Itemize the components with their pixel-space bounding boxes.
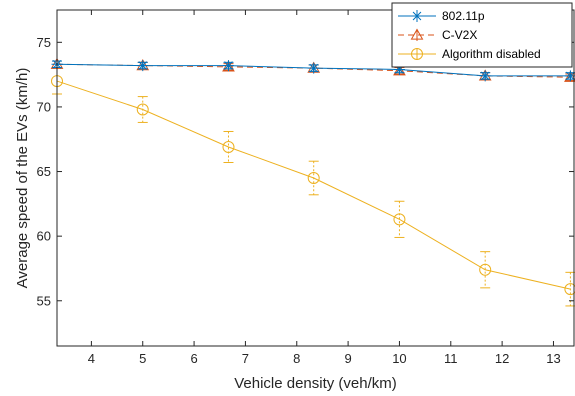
y-tick-label: 55 bbox=[37, 293, 51, 308]
data-point bbox=[137, 60, 149, 72]
data-point bbox=[222, 140, 235, 153]
y-tick-label: 75 bbox=[37, 35, 51, 50]
error-bar bbox=[137, 96, 148, 123]
star-marker-strokes bbox=[479, 70, 491, 82]
error-bar bbox=[480, 251, 491, 289]
x-tick-label: 11 bbox=[444, 351, 458, 366]
legend-label: 802.11p bbox=[442, 9, 485, 23]
x-tick-label: 5 bbox=[139, 351, 146, 366]
x-tick-label: 10 bbox=[392, 351, 406, 366]
legend: 802.11p C-V2X Algorithm disabled bbox=[391, 2, 573, 68]
data-point bbox=[136, 103, 149, 116]
series-line bbox=[56, 80, 571, 290]
data-point bbox=[308, 62, 320, 74]
x-tick-label: 4 bbox=[88, 351, 95, 366]
axes: 4 5 6 7 8 9 10 11 12 13 55 60 65 70 75 bbox=[37, 9, 575, 366]
y-tick-label: 60 bbox=[37, 229, 51, 244]
error-bar bbox=[308, 160, 319, 196]
legend-entry: C-V2X bbox=[398, 28, 477, 42]
x-tick-label: 8 bbox=[293, 351, 300, 366]
series-algorithm-disabled bbox=[51, 67, 575, 307]
legend-marker bbox=[411, 10, 423, 22]
data-point bbox=[564, 283, 575, 296]
star-marker-strokes bbox=[411, 10, 423, 22]
x-tick-label: 7 bbox=[242, 351, 249, 366]
data-point bbox=[222, 60, 234, 72]
x-tick-label: 13 bbox=[546, 351, 560, 366]
legend-label: Algorithm disabled bbox=[442, 47, 541, 61]
star-marker-strokes bbox=[308, 62, 320, 74]
y-tick-label: 70 bbox=[37, 99, 51, 114]
x-axis-label: Vehicle density (veh/km) bbox=[234, 375, 397, 392]
data-point bbox=[393, 63, 405, 75]
star-marker-strokes bbox=[137, 60, 149, 72]
star-marker-strokes bbox=[222, 60, 234, 72]
legend-marker bbox=[410, 28, 424, 40]
data-point bbox=[479, 263, 492, 276]
data-point bbox=[479, 70, 491, 82]
x-tick-label: 9 bbox=[344, 351, 351, 366]
plot-area bbox=[50, 57, 575, 307]
legend-marker bbox=[411, 48, 423, 60]
y-tick-label: 65 bbox=[37, 164, 51, 179]
data-point bbox=[393, 213, 406, 226]
x-tick-label: 6 bbox=[190, 351, 197, 366]
legend-entry: 802.11p bbox=[398, 9, 485, 23]
error-bar bbox=[223, 130, 234, 163]
axes-box bbox=[56, 9, 575, 347]
data-point bbox=[307, 172, 320, 184]
star-marker-strokes bbox=[393, 63, 405, 75]
y-axis-label: Average speed of the EVs (km/h) bbox=[14, 68, 31, 289]
error-bar bbox=[394, 200, 405, 238]
star-marker-strokes bbox=[564, 70, 575, 82]
data-point bbox=[564, 70, 575, 82]
legend-entry: Algorithm disabled bbox=[398, 47, 541, 61]
x-tick-label: 12 bbox=[495, 351, 509, 366]
legend-label: C-V2X bbox=[442, 28, 477, 42]
